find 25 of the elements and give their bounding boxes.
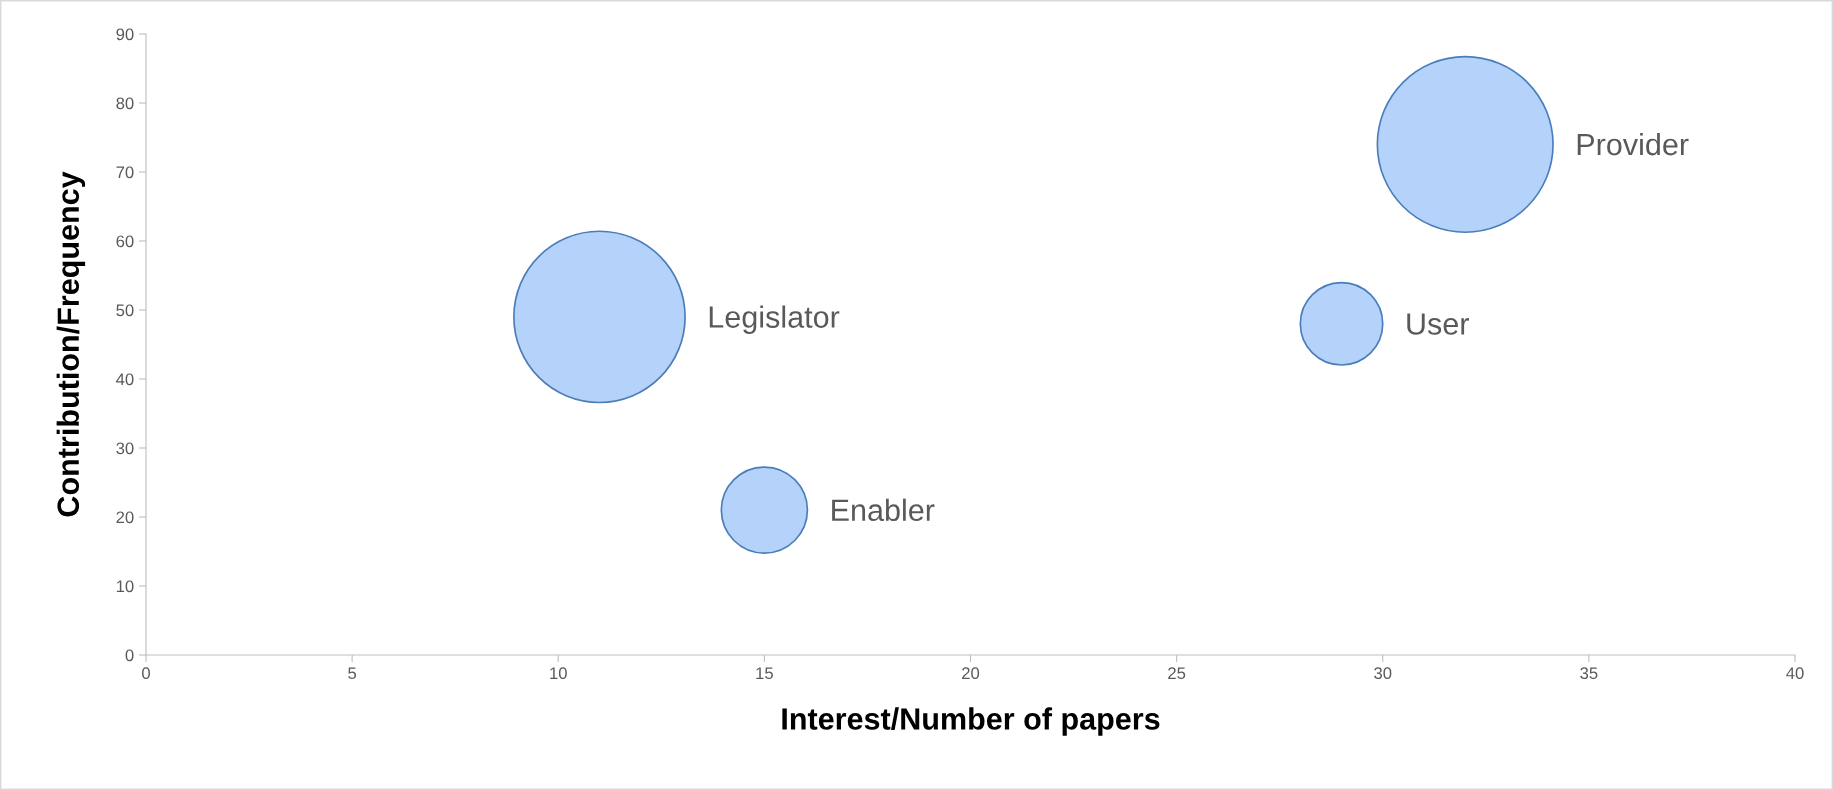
y-tick-label: 60	[116, 235, 134, 248]
series-label: Provider	[1577, 132, 1689, 156]
series-label: User	[1407, 313, 1469, 335]
y-tick-label: 50	[116, 304, 134, 317]
series-label: Legislator	[709, 305, 840, 334]
series-label: Enabler	[832, 498, 935, 522]
y-tick-label: 70	[116, 166, 134, 179]
x-tick-label: 40	[1786, 667, 1804, 680]
x-tick-label: 5	[348, 667, 357, 680]
y-tick-label: 30	[116, 442, 134, 455]
y-tick-label: 0	[125, 649, 134, 662]
x-tick-label: 30	[1374, 667, 1392, 680]
y-axis-title: Contribution/Frequency	[56, 171, 86, 517]
x-tick-label: 15	[756, 667, 773, 680]
x-tick-label: 10	[550, 667, 567, 680]
y-tick-label: 90	[116, 28, 134, 41]
x-tick-label: 20	[962, 667, 980, 680]
x-tick-label: 25	[1168, 667, 1186, 680]
y-tick-label: 80	[116, 97, 134, 110]
y-tick-label: 40	[116, 373, 134, 386]
x-axis-title: Interest/Number of papers	[782, 707, 1160, 736]
x-tick-label: 35	[1580, 667, 1598, 680]
x-tick-label: 0	[142, 667, 150, 680]
y-tick-label: 20	[116, 511, 134, 524]
y-tick-label: 10	[116, 580, 134, 593]
